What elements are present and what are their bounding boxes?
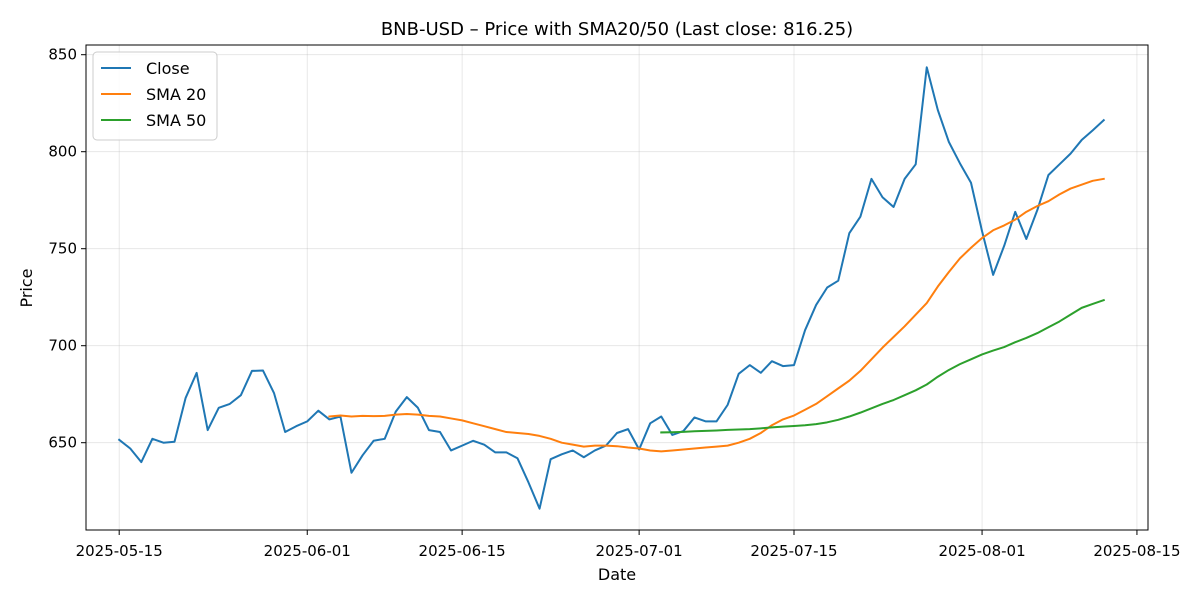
legend: Close SMA 20 SMA 50 bbox=[92, 51, 218, 141]
legend-label-sma50: SMA 50 bbox=[146, 111, 206, 130]
sma50-line bbox=[660, 298, 1106, 434]
y-tick-label: 750 bbox=[48, 240, 77, 258]
close-line bbox=[117, 66, 1106, 510]
sma20-line bbox=[328, 177, 1105, 453]
plot-frame bbox=[85, 44, 1149, 531]
x-tick-label: 2025-08-15 bbox=[1093, 542, 1180, 560]
x-tick-label: 2025-06-15 bbox=[419, 542, 506, 560]
x-axis-label: Date bbox=[598, 565, 636, 584]
axis-ticks: 2025-05-15 2025-06-01 2025-06-15 2025-07-01… bbox=[48, 46, 1180, 560]
y-tick-label: 700 bbox=[48, 337, 77, 355]
y-axis-label: Price bbox=[17, 268, 36, 307]
y-tick-label: 650 bbox=[48, 434, 77, 452]
x-tick-label: 2025-07-15 bbox=[750, 542, 837, 560]
series-layer bbox=[117, 66, 1106, 510]
x-tick-label: 2025-08-01 bbox=[938, 542, 1025, 560]
legend-label-close: Close bbox=[146, 59, 190, 78]
legend-label-sma20: SMA 20 bbox=[146, 85, 206, 104]
x-tick-label: 2025-06-01 bbox=[264, 542, 351, 560]
y-tick-label: 800 bbox=[48, 143, 77, 161]
y-tick-label: 850 bbox=[48, 46, 77, 64]
chart-title: BNB-USD – Price with SMA20/50 (Last clos… bbox=[381, 19, 853, 40]
legend-box bbox=[92, 51, 218, 141]
x-tick-label: 2025-07-01 bbox=[596, 542, 683, 560]
x-tick-label: 2025-05-15 bbox=[76, 542, 163, 560]
